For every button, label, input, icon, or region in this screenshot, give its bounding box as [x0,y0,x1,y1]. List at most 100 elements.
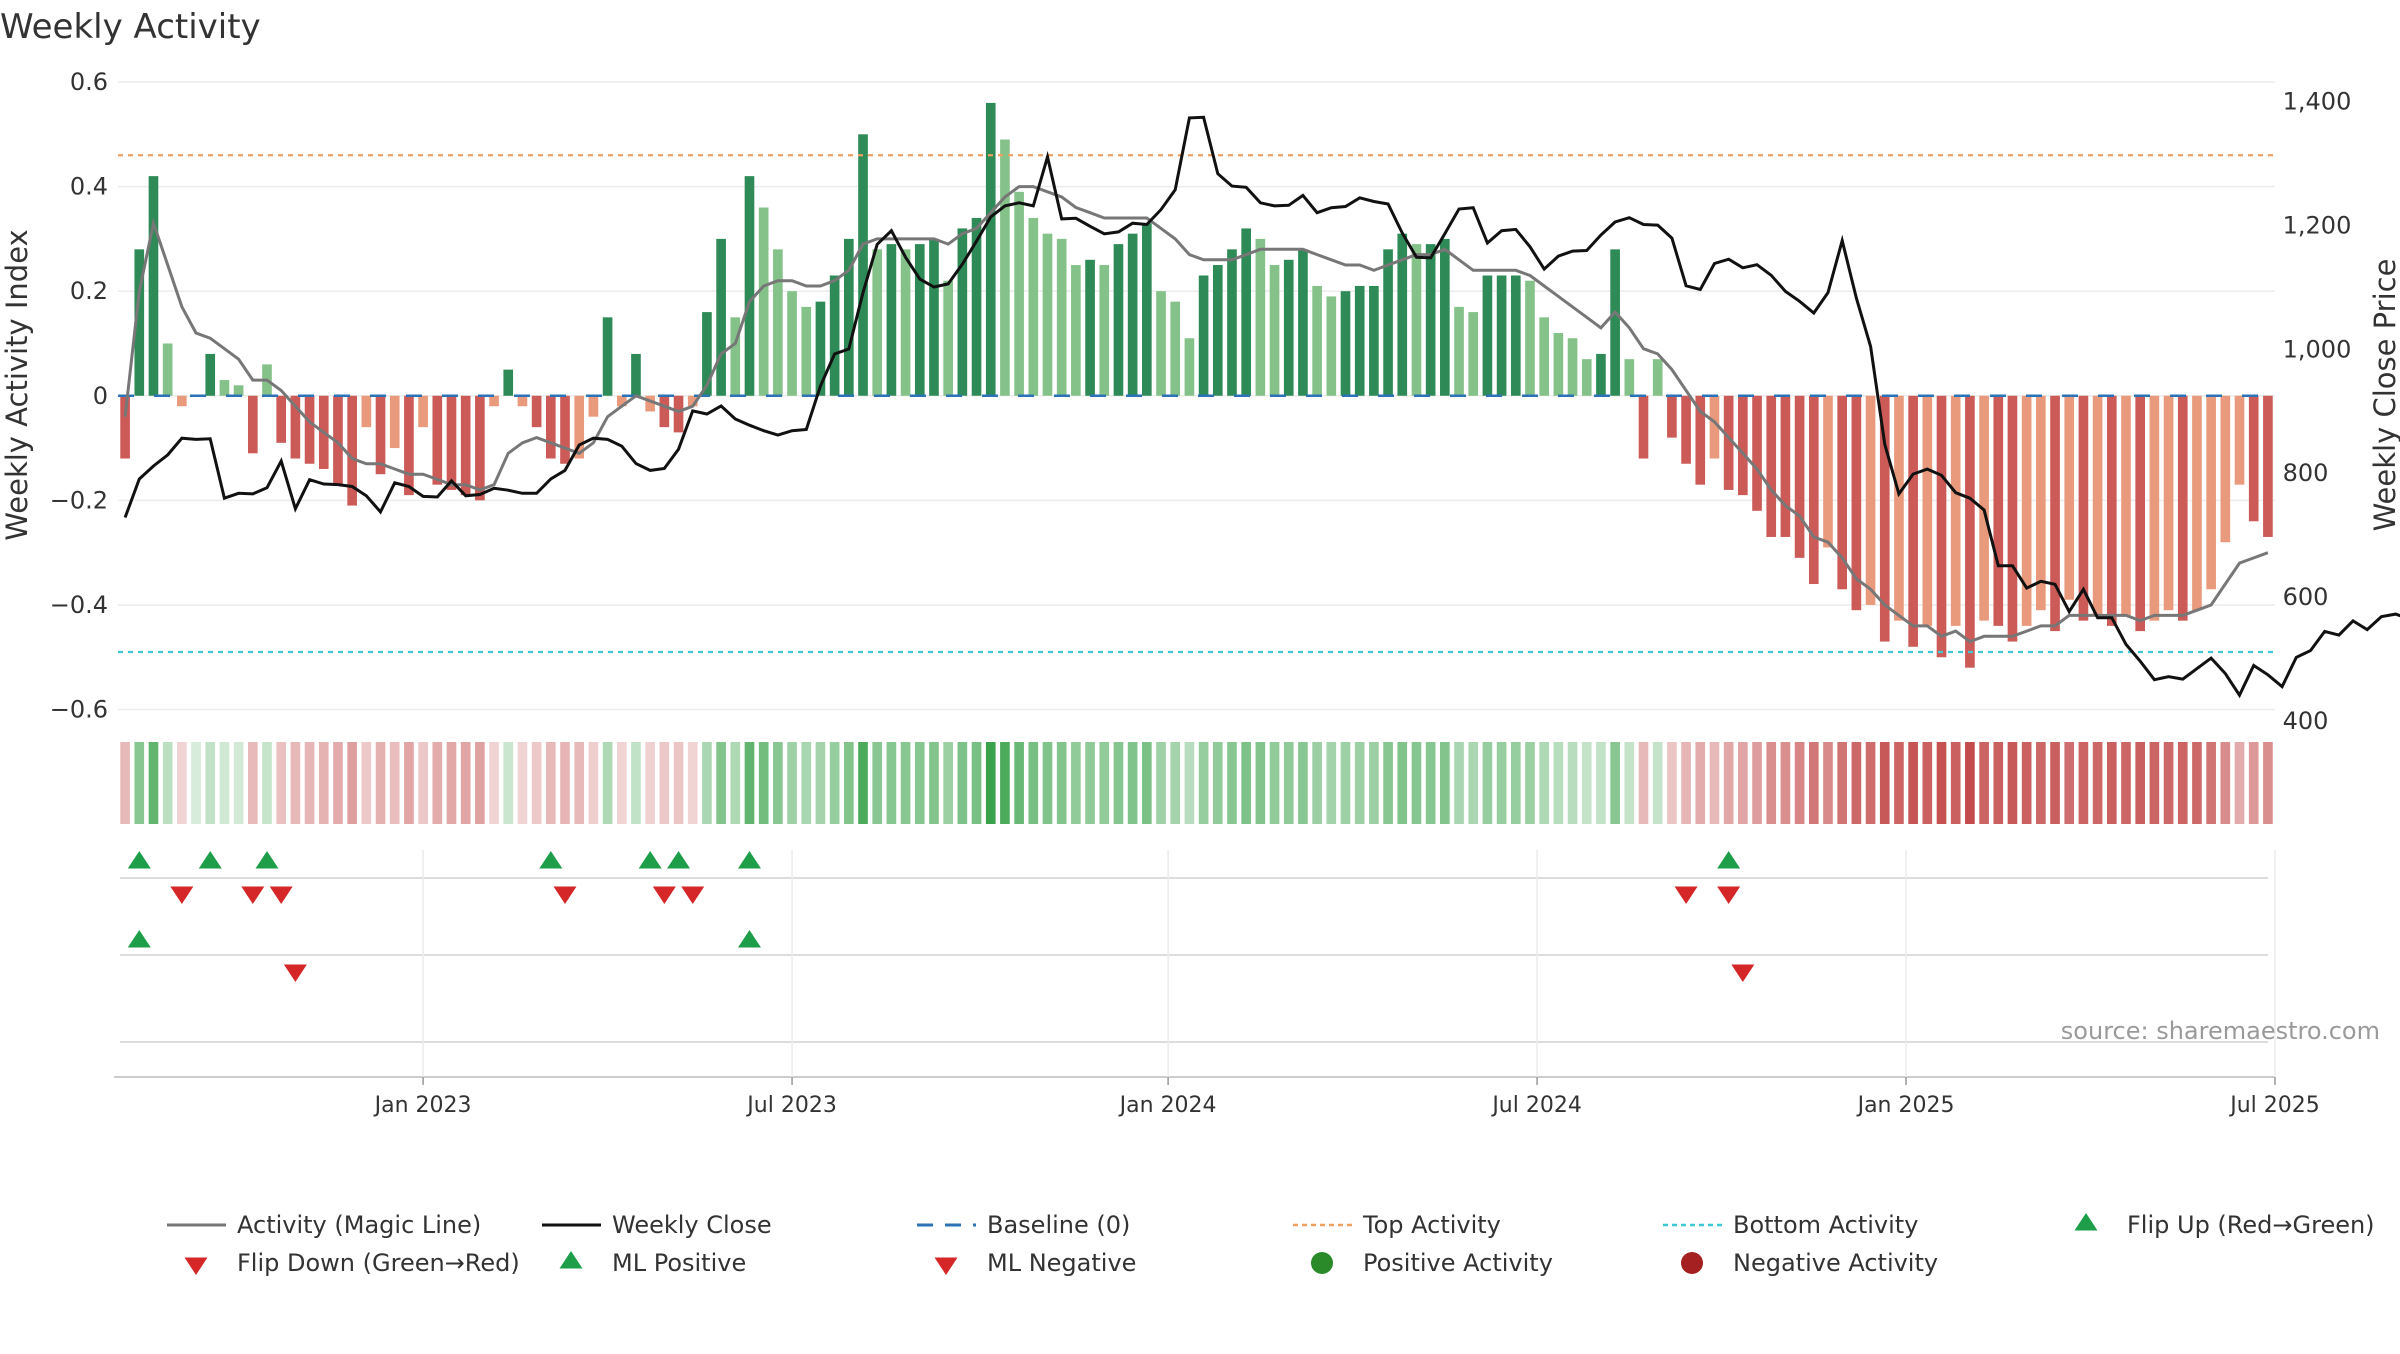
heat-cell [1610,742,1620,824]
activity-bar [404,395,414,496]
flip-down-marker [553,886,577,904]
activity-bar [645,395,655,412]
activity-bar [929,238,939,396]
activity-bars [120,102,2273,668]
activity-bar [1454,306,1464,396]
heat-cell [1440,742,1450,824]
heat-cell [276,742,287,824]
activity-bar [1113,244,1124,396]
flip-up-marker [737,851,761,869]
heat-cell [1638,742,1649,824]
heat-cell [2106,742,2117,824]
heat-cell [2206,742,2216,824]
heat-cell [1936,742,1947,824]
activity-bar [943,280,953,396]
legend: Activity (Magic Line) Weekly Close Baselin… [167,1211,2375,1277]
activity-bar [602,317,613,396]
heat-cell [1510,742,1521,824]
heat-cell [1255,742,1266,824]
heat-cell [858,742,868,824]
x-tick-label: Jul 2024 [1490,1093,1582,1118]
activity-bar [673,395,684,433]
flip-up-marker [127,851,151,869]
activity-bar [290,395,301,459]
heat-cell [574,742,585,824]
heat-cell [673,742,684,824]
heat-cell [1071,742,1081,824]
activity-bar [2149,395,2160,621]
legend-item: Flip Down (Green→Red) [184,1249,520,1277]
legend-label: Baseline (0) [987,1211,1130,1239]
activity-bar [1411,244,1422,396]
legend-label: Weekly Close [612,1211,772,1239]
heat-cell [2248,742,2259,824]
heat-cell [730,742,741,824]
activity-bar [1269,265,1280,396]
activity-bar [886,244,897,396]
heat-cell [2192,742,2202,824]
heat-cell [2163,742,2174,824]
heat-cell [404,742,414,824]
heat-cell [475,742,485,824]
activity-bar [2092,395,2103,616]
heat-cell [1950,742,1961,824]
legend-swatch-tri-up [559,1251,583,1269]
heat-cell [1312,742,1322,824]
heat-cell [1000,742,1010,824]
flip-markers [127,851,1755,982]
activity-bar [1766,395,1777,537]
activity-bar [1340,291,1351,396]
activity-bar [616,395,627,407]
activity-bar [1241,228,1251,396]
activity-bar [2248,395,2259,522]
activity-bar [957,228,968,396]
legend-label: ML Positive [612,1249,746,1277]
activity-bar [1709,395,1720,459]
activity-bar [914,244,925,396]
heat-cell [1468,742,1479,824]
heat-cell [1667,742,1677,824]
activity-bar [687,395,698,407]
activity-bar [1326,296,1337,396]
heat-cell [616,742,627,824]
activity-bar [1184,338,1195,396]
heat-cell [219,742,230,824]
activity-bar [1652,359,1663,396]
heat-cell [148,742,159,824]
heat-cell [1184,742,1195,824]
legend-item: ML Positive [559,1249,746,1277]
heat-cell [2220,742,2231,824]
legend-item: Flip Up (Red→Green) [2074,1211,2375,1239]
flip-up-marker [667,851,691,869]
heat-cell [1581,742,1592,824]
activity-bar [985,102,996,396]
flip-down-marker [1674,886,1698,904]
heat-cell [545,742,556,824]
heat-cell [1354,742,1365,824]
activity-bar [219,380,230,396]
heat-cell [2050,742,2060,824]
legend-swatch-tri-down [934,1257,958,1275]
heat-cell [290,742,301,824]
activity-bar [517,395,528,407]
grid-layer [114,81,2276,1085]
heat-cell [1596,742,1606,824]
y-right-tick-label: 800 [2275,459,2328,487]
activity-bar [1482,275,1493,396]
activity-bar [2121,395,2131,616]
activity-bar [475,395,485,501]
heat-cell [1837,742,1848,824]
legend-label: Top Activity [1362,1211,1501,1239]
activity-bar [247,395,258,454]
activity-bar [744,176,755,396]
legend-label: Bottom Activity [1733,1211,1918,1239]
heat-cell [1823,742,1833,824]
heat-cell [1383,742,1393,824]
legend-swatch-circle [1681,1252,1703,1274]
y-right-tick-label: 1,200 [2275,211,2351,239]
heat-cell [1212,742,1223,824]
heat-cell [744,742,755,824]
heat-cell [1014,742,1024,824]
activity-bar [1894,395,1904,621]
